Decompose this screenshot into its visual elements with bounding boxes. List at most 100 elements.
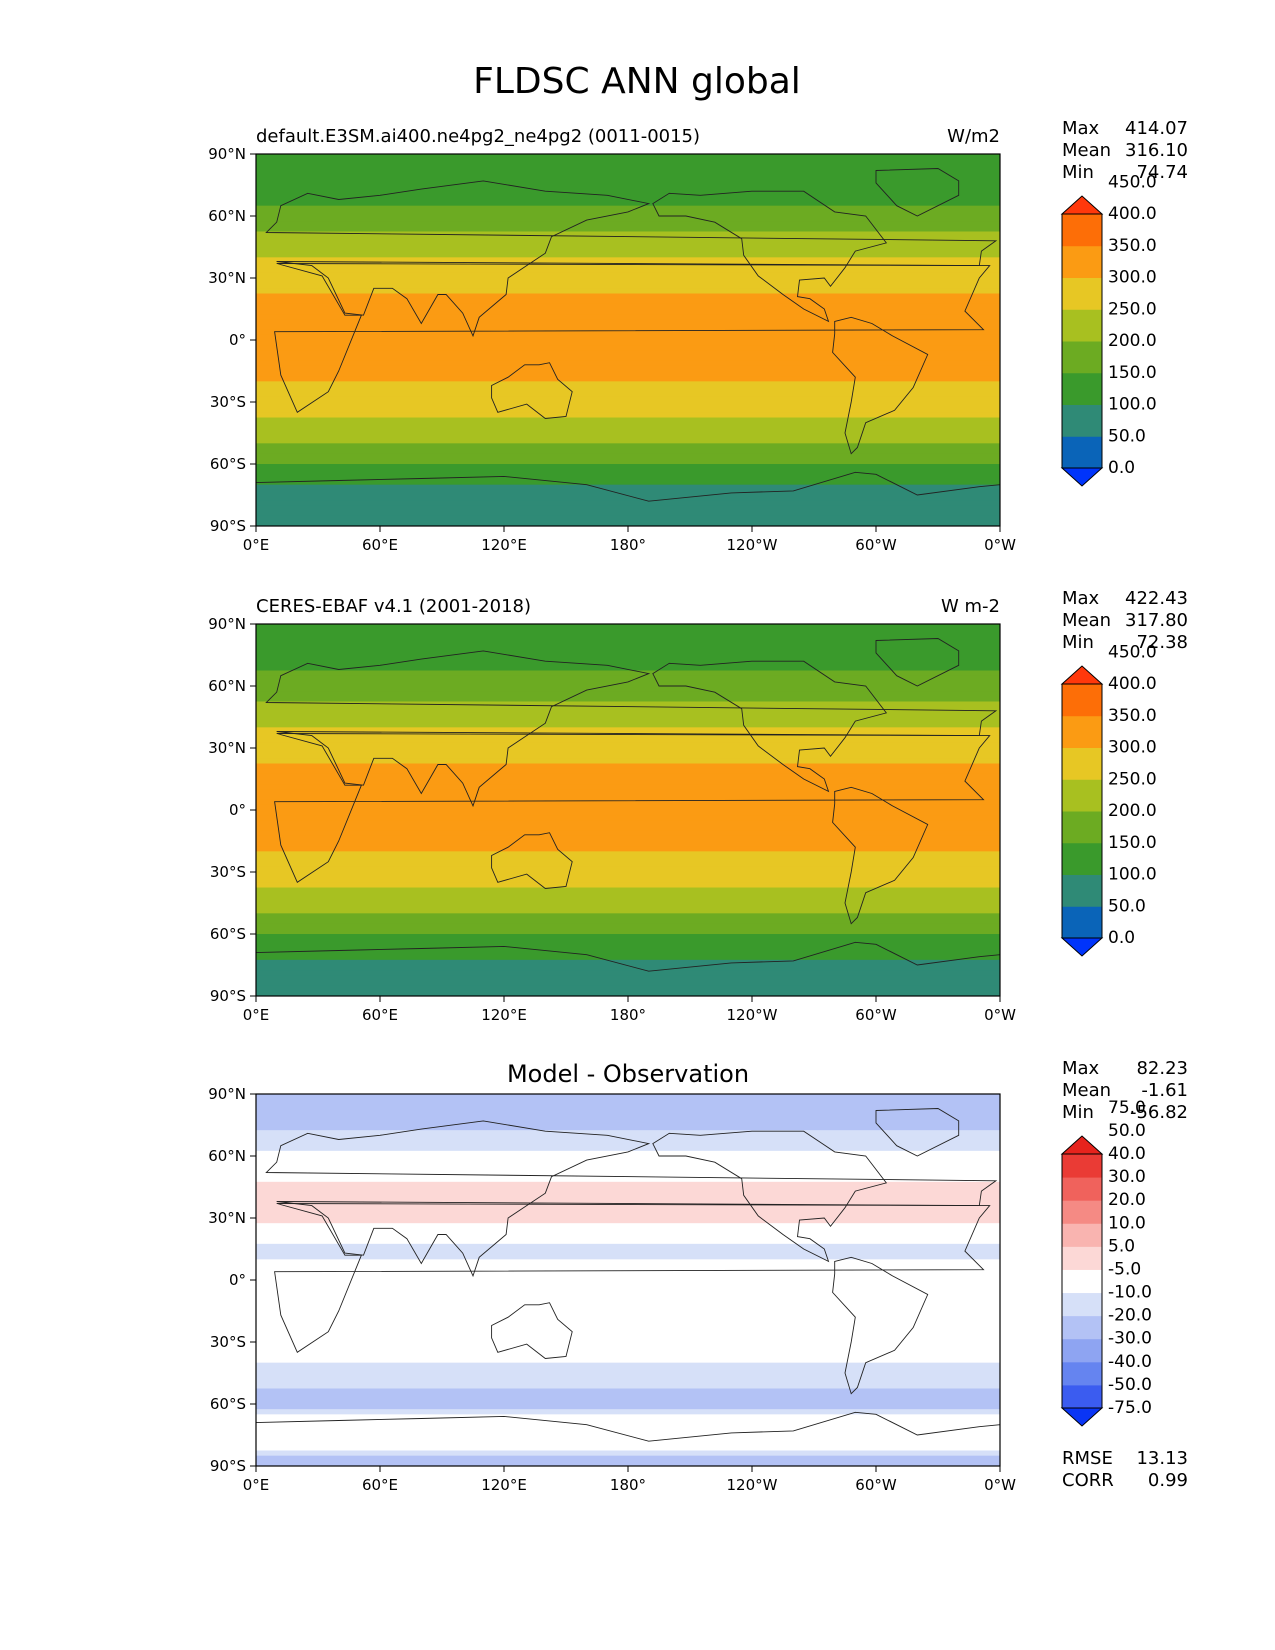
extra-stat-label: CORR [1062, 1470, 1114, 1491]
lat-band [256, 231, 1000, 238]
lat-tick-label: 90°S [210, 517, 246, 535]
lat-tick-label: 60°N [208, 677, 246, 695]
lat-tick-label: 30°S [210, 393, 246, 411]
lat-band [256, 1202, 1000, 1209]
lat-band [256, 350, 1000, 357]
lat-band [256, 753, 1000, 759]
colorbar-tick-label: 50.0 [1108, 896, 1146, 916]
lat-band [256, 1316, 1000, 1322]
lon-tick-label: 120°W [727, 1476, 778, 1494]
lat-band [256, 324, 1000, 331]
lat-band [256, 928, 1000, 935]
lat-band [256, 205, 1000, 212]
lat-band [256, 314, 1000, 320]
lat-band [256, 815, 1000, 821]
lat-band [256, 1228, 1000, 1235]
coastline [256, 1411, 1000, 1466]
lat-band [256, 164, 1000, 171]
lat-band [256, 768, 1000, 775]
coastline [491, 362, 573, 419]
lon-tick-label: 180° [610, 536, 646, 554]
colorbar-segment [1062, 1292, 1102, 1317]
lat-band [256, 319, 1000, 326]
lat-band [256, 381, 1000, 388]
lat-band [256, 701, 1000, 708]
lat-band [256, 877, 1000, 883]
lat-band [256, 417, 1000, 424]
panel-title: CERES-EBAF v4.1 (2001-2018) [256, 596, 531, 617]
lon-tick-label: 60°W [855, 1006, 897, 1024]
coastline [832, 786, 929, 925]
lat-band [256, 484, 1000, 491]
lat-band [256, 1130, 1000, 1136]
lat-band [256, 396, 1000, 403]
colorbar-tick-label: 200.0 [1108, 331, 1157, 351]
lat-band [256, 675, 1000, 682]
colorbar-segment [1062, 372, 1102, 405]
lat-band [256, 1166, 1000, 1173]
lat-band [256, 303, 1000, 310]
lat-band [256, 200, 1000, 207]
stat-label: Min [1062, 632, 1094, 653]
colorbar-segment [1062, 684, 1102, 717]
lat-band [256, 1300, 1000, 1307]
colorbar-segment [1062, 779, 1102, 812]
colorbar-tick-label: 50.0 [1108, 1121, 1146, 1141]
stat-label: Mean [1062, 1080, 1111, 1101]
lat-band [256, 185, 1000, 191]
colorbar-tick-label: 250.0 [1108, 299, 1157, 319]
colorbar-segment [1062, 1384, 1102, 1409]
lat-band [256, 402, 1000, 408]
lat-band [256, 489, 1000, 496]
colorbar-tick-label: 10.0 [1108, 1213, 1146, 1233]
lat-band [256, 241, 1000, 248]
panel-title: default.E3SM.ai400.ne4pg2_ne4pg2 (0011-0… [256, 126, 700, 147]
lat-band [256, 804, 1000, 811]
lon-tick-label: 120°E [481, 1476, 527, 1494]
colorbar-segment [1062, 842, 1102, 875]
colorbar-tick-label: 350.0 [1108, 236, 1157, 256]
colorbar-tick-label: 400.0 [1108, 674, 1157, 694]
colorbar-segment [1062, 811, 1102, 844]
lat-tick-label: 90°S [210, 987, 246, 1005]
coastline [652, 190, 888, 323]
lon-tick-label: 0°W [984, 1476, 1016, 1494]
colorbar-segment [1062, 436, 1102, 469]
lat-band [256, 1187, 1000, 1193]
colorbar-tick-label: 100.0 [1108, 865, 1157, 885]
lon-tick-label: 60°E [362, 1006, 398, 1024]
lat-band [256, 272, 1000, 279]
lat-band [256, 1424, 1000, 1431]
lat-band [256, 1171, 1000, 1178]
stat-label: Max [1062, 1058, 1100, 1079]
stat-value: 422.43 [1125, 588, 1188, 609]
coastline [274, 733, 991, 883]
lat-band [256, 934, 1000, 940]
stat-value: 72.38 [1136, 632, 1188, 653]
lat-band [256, 1243, 1000, 1250]
lat-band [256, 247, 1000, 253]
colorbar-segment [1062, 1200, 1102, 1224]
lat-band [256, 1429, 1000, 1436]
lat-band [256, 1326, 1000, 1333]
lat-band [256, 779, 1000, 785]
colorbar-segment [1062, 1177, 1102, 1201]
lat-tick-label: 0° [229, 1271, 246, 1289]
lat-band [256, 474, 1000, 481]
lat-band [256, 288, 1000, 295]
colorbar-segment [1062, 1223, 1102, 1247]
colorbar-segment [1062, 1361, 1102, 1386]
lat-band [256, 500, 1000, 506]
lat-band [256, 267, 1000, 274]
colorbar-tick-label: 200.0 [1108, 801, 1157, 821]
map-panel: Model - Observation 90°N 60°N 30°N 0° 30°S 60°… [208, 1058, 1188, 1494]
colorbar-extend-low [1060, 937, 1104, 957]
lat-tick-label: 0° [229, 801, 246, 819]
lat-band [256, 649, 1000, 656]
lon-tick-label: 120°W [727, 1006, 778, 1024]
lat-band [256, 293, 1000, 300]
lat-band [256, 866, 1000, 873]
lat-band [256, 283, 1000, 289]
lat-band [256, 748, 1000, 754]
colorbar-tick-label: 400.0 [1108, 204, 1157, 224]
